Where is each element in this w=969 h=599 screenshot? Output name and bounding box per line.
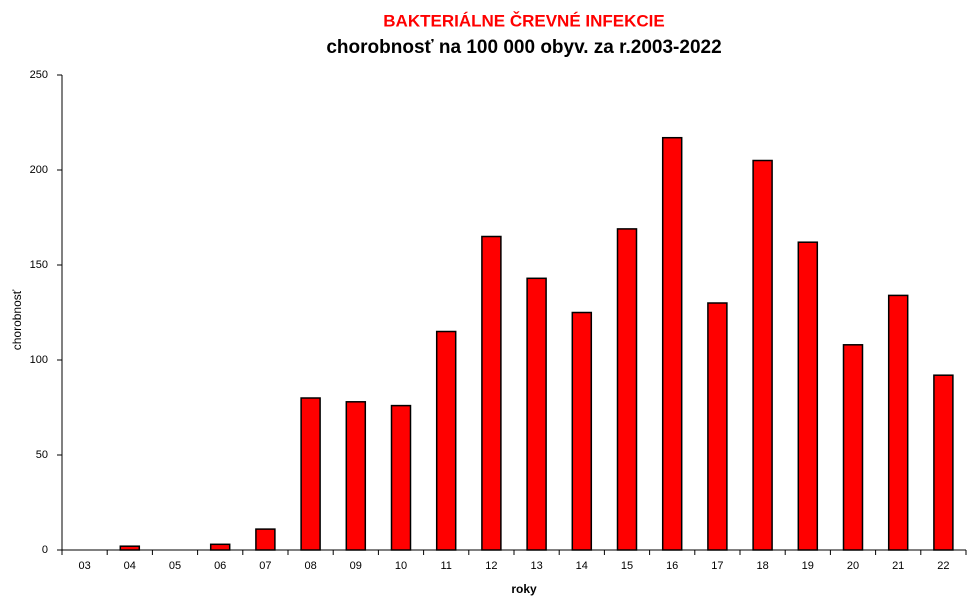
x-tick-label: 05 [169, 560, 181, 572]
x-tick-label: 13 [530, 560, 542, 572]
x-tick-label: 15 [621, 560, 633, 572]
x-tick-label: 18 [756, 560, 768, 572]
x-tick-label: 07 [259, 560, 271, 572]
bar [616, 228, 638, 551]
chart-title: BAKTERIÁLNE ČREVNÉ INFEKCIE [383, 11, 664, 30]
bar [842, 344, 864, 551]
x-tick-label: 22 [937, 560, 949, 572]
bar [300, 397, 321, 551]
bar [209, 543, 231, 551]
bar [752, 159, 773, 551]
bar [255, 528, 276, 551]
chart-subtitle: chorobnosť na 100 000 obyv. za r.2003-20… [326, 37, 721, 58]
x-tick-label: 08 [304, 560, 316, 572]
x-tick-label: 20 [847, 560, 859, 572]
bar [435, 330, 457, 551]
x-tick-label: 11 [440, 560, 451, 572]
bar [345, 401, 367, 551]
bar [707, 302, 728, 551]
x-tick-label: 03 [78, 560, 90, 572]
y-tick-label: 150 [30, 259, 48, 271]
x-tick-label: 21 [892, 560, 904, 572]
x-tick-label: 06 [214, 560, 226, 572]
y-tick-label: 50 [36, 449, 48, 461]
x-axis-label: roky [511, 582, 537, 596]
bar [481, 235, 502, 551]
x-tick-label: 14 [576, 560, 588, 572]
bar [887, 294, 909, 551]
bar [933, 374, 954, 551]
y-tick-label: 100 [30, 354, 48, 366]
y-tick-label: 200 [30, 164, 48, 176]
x-tick-label: 16 [666, 560, 678, 572]
x-tick-label: 19 [802, 560, 814, 572]
x-tick-label: 04 [124, 560, 136, 572]
y-tick-label: 0 [42, 544, 48, 556]
y-axis-label: chorobnosť [10, 289, 24, 350]
x-tick-label: 12 [485, 560, 497, 572]
bar [119, 545, 141, 551]
bar [797, 241, 819, 551]
x-tick-label: 09 [350, 560, 362, 572]
x-tick-label: 10 [395, 560, 407, 572]
bar [390, 404, 412, 551]
bar [661, 136, 683, 551]
bar [571, 311, 593, 551]
x-tick-label: 17 [711, 560, 723, 572]
bar [526, 277, 547, 551]
y-tick-label: 250 [30, 69, 48, 81]
